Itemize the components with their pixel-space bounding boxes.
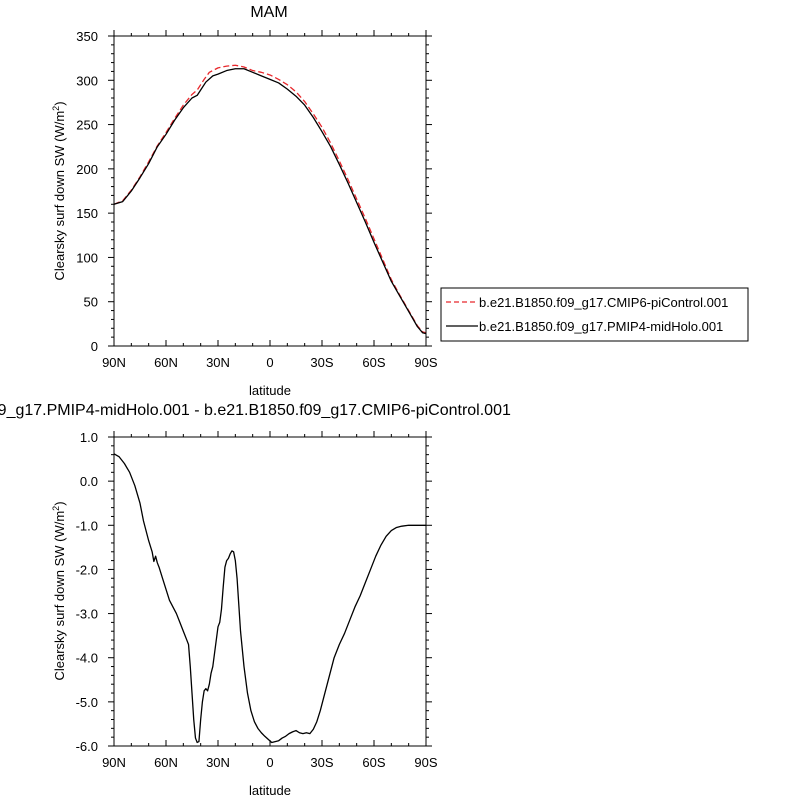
bottom-plot-area: 90N 60N 30N 0 30S 60S 90S -6.0 -5.0 -4.0 -3.0 -2.0 -… bbox=[76, 430, 438, 770]
bottom-y-tick-label: -3.0 bbox=[76, 607, 98, 622]
legend-label-picontrol: b.e21.B1850.f09_g17.CMIP6-piControl.001 bbox=[479, 295, 728, 310]
bottom-y-tick-label: -1.0 bbox=[76, 518, 98, 533]
legend-box bbox=[440, 287, 749, 342]
bottom-x-tick-label: 60N bbox=[154, 755, 178, 770]
top-y-tick-label: 100 bbox=[76, 250, 98, 265]
bottom-plot-frame bbox=[113, 436, 427, 747]
top-y-tick-label: 200 bbox=[76, 162, 98, 177]
bottom-y-tick-label: -4.0 bbox=[76, 651, 98, 666]
bottom-y-tick-label: -6.0 bbox=[76, 739, 98, 754]
top-x-axis-label: latitude bbox=[249, 383, 291, 398]
top-x-tick-label: 60N bbox=[154, 355, 178, 370]
top-y-tick-label: 50 bbox=[84, 295, 98, 310]
bottom-y-tick-label: -5.0 bbox=[76, 695, 98, 710]
bottom-x-tick-label: 0 bbox=[266, 755, 273, 770]
bottom-x-axis-label: latitude bbox=[249, 783, 291, 798]
top-y-tick-label: 300 bbox=[76, 73, 98, 88]
bottom-y-tick-label: 0.0 bbox=[80, 474, 98, 489]
bottom-panel: b.e21.B1850.f09_g17.PMIP4-midHolo.001 - … bbox=[0, 402, 511, 798]
top-title: MAM bbox=[250, 4, 287, 21]
top-x-tick-label: 90N bbox=[102, 355, 126, 370]
bottom-x-tick-label: 60S bbox=[362, 755, 385, 770]
bottom-series-line-0 bbox=[113, 453, 426, 744]
top-y-tick-label: 0 bbox=[91, 339, 98, 354]
bottom-title: b.e21.B1850.f09_g17.PMIP4-midHolo.001 - … bbox=[0, 402, 511, 419]
top-y-axis-label: Clearsky surf down SW (W/m2) bbox=[51, 101, 67, 280]
top-x-tick-label: 0 bbox=[266, 355, 273, 370]
top-y-tick-label: 150 bbox=[76, 206, 98, 221]
bottom-x-tick-label: 30N bbox=[206, 755, 230, 770]
top-x-tick-label: 90S bbox=[414, 355, 437, 370]
top-x-tick-label: 30N bbox=[206, 355, 230, 370]
legend-label-midholo: b.e21.B1850.f09_g17.PMIP4-midHolo.001 bbox=[479, 319, 723, 334]
top-series-line-1 bbox=[113, 68, 427, 335]
top-y-tick-label: 350 bbox=[76, 29, 98, 44]
bottom-x-tick-label: 90N bbox=[102, 755, 126, 770]
bottom-y-axis-label: Clearsky surf down SW (W/m2) bbox=[51, 501, 67, 680]
top-y-tick-label: 250 bbox=[76, 118, 98, 133]
top-plot-area: 90N 60N 30N 0 30S 60S 90S 0 50 100 150 200 250 300 350 bbox=[76, 29, 438, 370]
top-x-tick-label: 30S bbox=[310, 355, 333, 370]
bottom-x-tick-label: 30S bbox=[310, 755, 333, 770]
bottom-x-tick-label: 90S bbox=[414, 755, 437, 770]
top-x-tick-label: 60S bbox=[362, 355, 385, 370]
top-plot-frame bbox=[113, 35, 427, 347]
bottom-y-tick-label: -2.0 bbox=[76, 562, 98, 577]
bottom-y-tick-label: 1.0 bbox=[80, 430, 98, 445]
top-panel: MAM 90N 60N 30N 0 30S 60S 90S 0 50 100 150 200 250 30… bbox=[51, 4, 438, 398]
top-series-line-0 bbox=[113, 64, 427, 334]
legend: b.e21.B1850.f09_g17.CMIP6-piControl.001 … bbox=[440, 287, 749, 342]
